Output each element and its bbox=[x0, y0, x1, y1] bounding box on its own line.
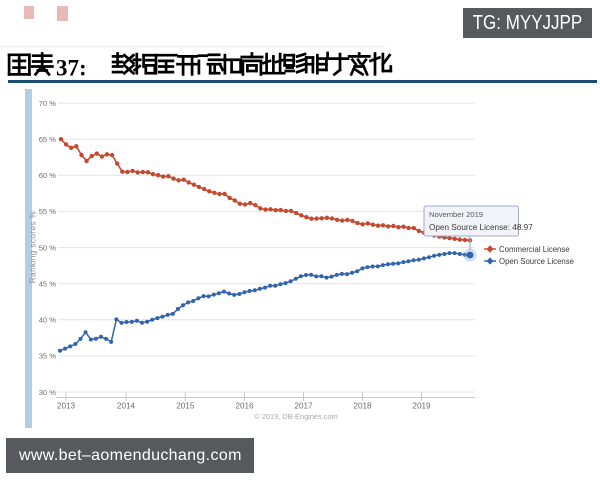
svg-text:Ranking scores %: Ranking scores % bbox=[29, 211, 38, 283]
svg-text:37:: 37: bbox=[56, 56, 87, 81]
svg-text:Commercial License: Commercial License bbox=[499, 245, 570, 254]
svg-text:65 %: 65 % bbox=[39, 135, 57, 144]
svg-text:55 %: 55 % bbox=[39, 207, 57, 216]
svg-text:70 %: 70 % bbox=[39, 99, 57, 108]
svg-text:35 %: 35 % bbox=[39, 352, 57, 361]
svg-text:Open Source License: Open Source License bbox=[499, 257, 574, 266]
svg-text:2019: 2019 bbox=[412, 402, 431, 411]
svg-text:2017: 2017 bbox=[294, 402, 313, 411]
svg-text:November 2019: November 2019 bbox=[429, 210, 483, 219]
svg-text:Open Source License: 48.97: Open Source License: 48.97 bbox=[429, 223, 533, 232]
svg-text:2014: 2014 bbox=[117, 402, 136, 411]
svg-text:2018: 2018 bbox=[353, 402, 372, 411]
svg-text:50 %: 50 % bbox=[39, 243, 57, 252]
svg-text:60 %: 60 % bbox=[39, 171, 57, 180]
svg-text:2013: 2013 bbox=[57, 402, 76, 411]
svg-text:© 2019, DB-Engines.com: © 2019, DB-Engines.com bbox=[254, 412, 338, 421]
svg-text:30 %: 30 % bbox=[39, 388, 57, 397]
svg-text:45 %: 45 % bbox=[39, 280, 57, 289]
svg-text:2015: 2015 bbox=[176, 402, 195, 411]
svg-text:2016: 2016 bbox=[235, 402, 254, 411]
svg-text:40 %: 40 % bbox=[39, 316, 57, 325]
